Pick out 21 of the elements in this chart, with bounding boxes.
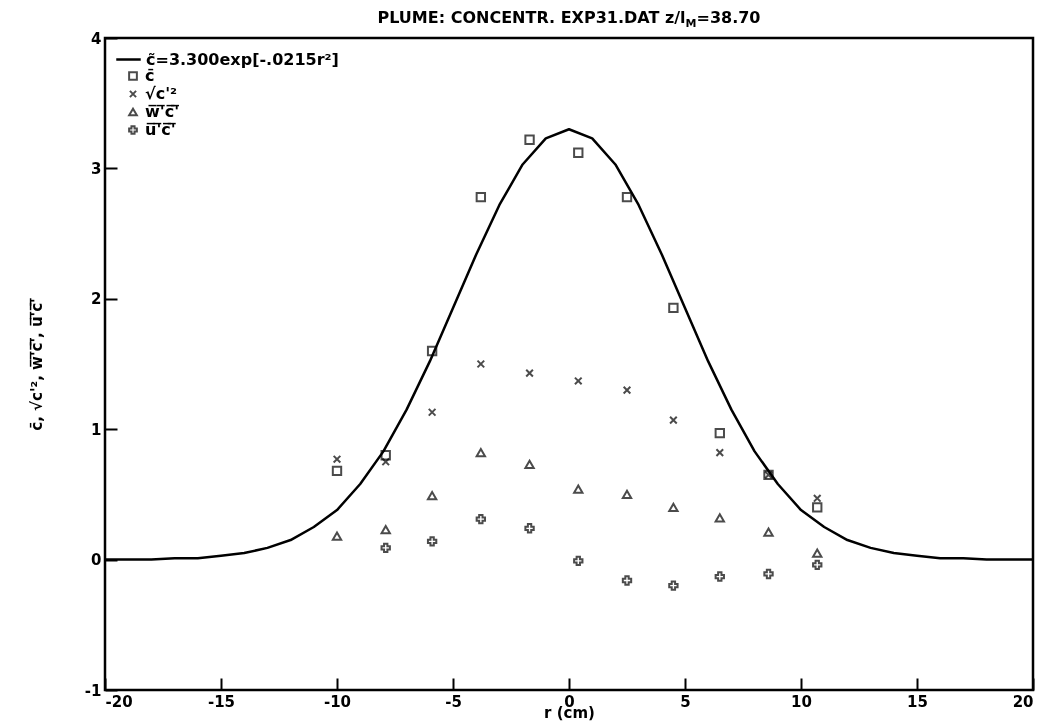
x-tick-label: -10 (323, 692, 352, 711)
y-tick-label: 0 (91, 551, 102, 570)
legend-label: c̃=3.300exp[-.0215r²] (146, 49, 339, 69)
x-tick-label: -20 (105, 692, 133, 711)
x-tick-label: 5 (680, 692, 691, 711)
y-axis-title: c̄, √c'², w̅'̅c̅'̅, u̅'̅c̅'̅ (27, 298, 46, 431)
x-tick-label: 20 (1012, 692, 1034, 711)
x-tick-label: -15 (207, 692, 236, 711)
x-tick-label: 15 (907, 692, 928, 711)
y-tick-label: 2 (91, 290, 102, 309)
x-tick-label: -5 (445, 692, 462, 711)
legend-label: u̅'̅c̅'̅ (145, 120, 176, 139)
y-tick-label: 4 (91, 29, 102, 48)
legend-label: √c'² (145, 84, 178, 103)
x-tick-label: 10 (791, 692, 812, 711)
legend-label: w̅'̅c̅'̅ (145, 102, 180, 121)
chart-title: PLUME: CONCENTR. EXP31.DAT z/l$_{M}$=38.70 (376, 8, 762, 33)
y-tick-label: 3 (91, 159, 102, 178)
legend-label: c̄ (145, 66, 155, 85)
y-tick-label: -1 (84, 681, 102, 700)
y-tick-label: 1 (91, 420, 102, 439)
